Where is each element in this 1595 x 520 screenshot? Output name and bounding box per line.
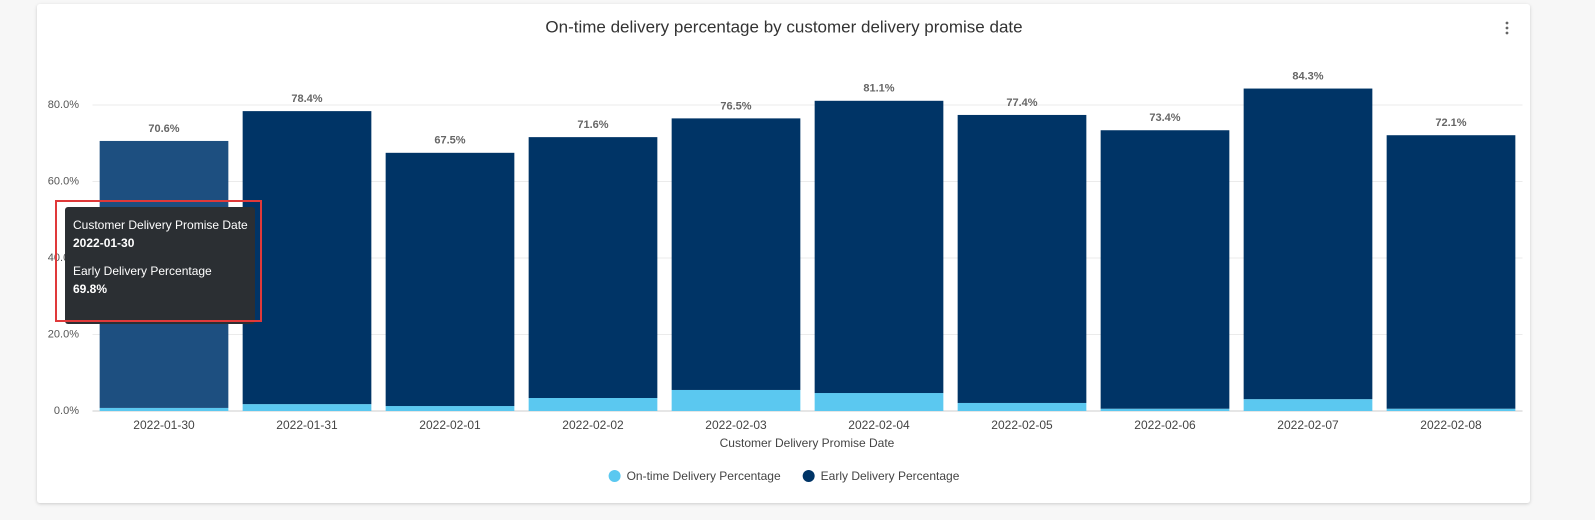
bar-segment — [528, 137, 658, 398]
legend-label: On-time Delivery Percentage — [627, 469, 781, 483]
bar-segment — [1100, 408, 1230, 411]
menu-dot — [1505, 21, 1509, 25]
x-tick-label: 2022-01-30 — [133, 418, 195, 432]
tooltip-box — [65, 207, 255, 324]
tooltip-series: Early Delivery Percentage — [73, 264, 212, 278]
total-label: 78.4% — [291, 93, 322, 105]
bar-segment — [1386, 408, 1516, 411]
x-tick-label: 2022-02-08 — [1420, 418, 1482, 432]
total-label: 71.6% — [577, 119, 608, 131]
bar-segment — [957, 402, 1087, 411]
legend-item[interactable]: Early Delivery Percentage — [802, 469, 960, 483]
menu-button[interactable] — [1505, 21, 1509, 35]
bar-segment — [814, 100, 944, 394]
tooltip-heading: Customer Delivery Promise Date — [73, 218, 248, 232]
x-tick-label: 2022-02-01 — [419, 418, 481, 432]
y-tick-label: 80.0% — [48, 99, 79, 111]
bar-segment — [242, 404, 372, 411]
bar-segment — [671, 389, 801, 411]
total-label: 77.4% — [1006, 97, 1037, 109]
x-tick-label: 2022-02-04 — [848, 418, 910, 432]
menu-dot — [1505, 26, 1509, 30]
x-tick-label: 2022-02-07 — [1277, 418, 1339, 432]
legend-label: Early Delivery Percentage — [821, 469, 960, 483]
x-tick-label: 2022-02-05 — [991, 418, 1053, 432]
bar-segment — [671, 118, 801, 390]
bar-segment — [1243, 399, 1373, 411]
legend-swatch — [608, 470, 621, 482]
bar-segment — [242, 111, 372, 405]
plot: 0.0%20.0%40.0%60.0%80.0%70.6%2022-01-307… — [48, 70, 1523, 432]
total-label: 76.5% — [720, 100, 751, 112]
bar-segment — [99, 407, 229, 411]
bar-segment — [957, 114, 1087, 403]
y-tick-label: 60.0% — [48, 175, 79, 187]
legend: On-time Delivery Percentage Early Deliver… — [608, 469, 960, 483]
x-axis-title: Customer Delivery Promise Date — [720, 436, 895, 450]
total-label: 84.3% — [1292, 70, 1323, 82]
x-tick-label: 2022-01-31 — [276, 418, 338, 432]
legend-swatch — [802, 470, 815, 482]
y-tick-label: 0.0% — [54, 405, 79, 417]
total-label: 73.4% — [1149, 112, 1180, 124]
tooltip-category: 2022-01-30 — [73, 236, 135, 250]
bar-segment — [528, 397, 658, 411]
bar-segment — [1100, 130, 1230, 409]
bar-segment — [385, 152, 515, 407]
x-tick-label: 2022-02-06 — [1134, 418, 1196, 432]
total-label: 67.5% — [434, 135, 465, 147]
menu-dot — [1505, 31, 1509, 35]
tooltip-value: 69.8% — [73, 282, 107, 296]
bar-segment — [1243, 88, 1373, 400]
x-tick-label: 2022-02-03 — [705, 418, 767, 432]
chart-title: On-time delivery percentage by customer … — [545, 17, 1022, 36]
total-label: 72.1% — [1435, 117, 1466, 129]
bar-segment — [1386, 135, 1516, 409]
y-tick-label: 20.0% — [48, 328, 79, 340]
legend-item[interactable]: On-time Delivery Percentage — [608, 469, 781, 483]
bar-segment — [385, 406, 515, 411]
tooltip: Customer Delivery Promise Date 2022-01-3… — [65, 207, 255, 324]
highlight-box — [55, 200, 262, 322]
x-tick-label: 2022-02-02 — [562, 418, 624, 432]
bar-segment — [814, 393, 944, 411]
total-label: 81.1% — [863, 83, 894, 95]
total-label: 70.6% — [148, 123, 179, 135]
